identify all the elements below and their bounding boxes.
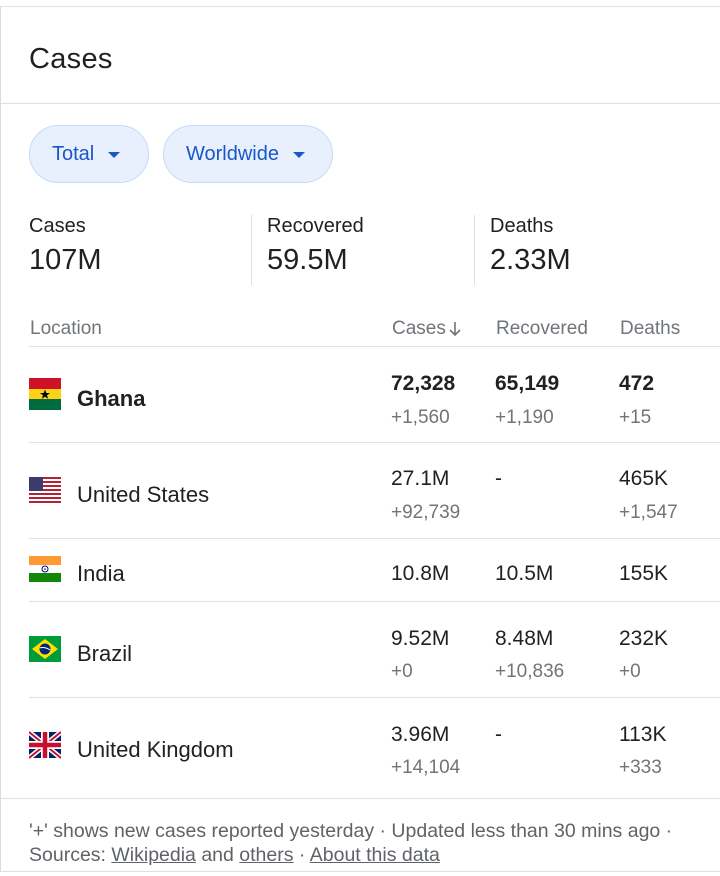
- cases-value: 3.96M: [391, 723, 450, 746]
- summary-cases-label: Cases: [29, 215, 86, 237]
- cases-column-header[interactable]: Cases: [392, 318, 462, 340]
- cases-value: 72,328: [391, 372, 456, 395]
- summary-cases-value: 107M: [29, 244, 102, 276]
- deaths-value: 155K: [619, 562, 669, 585]
- recovered-value: -: [495, 723, 502, 746]
- row-divider: [29, 442, 720, 443]
- cases-column-label: Cases: [392, 318, 446, 339]
- footer-divider: [1, 798, 720, 799]
- summary-recovered: Recovered 59.5M: [267, 215, 364, 277]
- row-divider: [29, 346, 720, 347]
- cases-value: 27.1M: [391, 467, 450, 490]
- footer-sources-prefix: Sources:: [29, 844, 112, 866]
- summary-cases: Cases 107M: [29, 215, 102, 277]
- footer-separator: ·: [660, 820, 673, 842]
- country-name: United States: [77, 482, 210, 507]
- cases-new-value: +14,104: [391, 757, 461, 778]
- row-divider: [29, 601, 720, 602]
- cases-value: 10.8M: [391, 562, 450, 585]
- summary-recovered-label: Recovered: [267, 215, 364, 237]
- deaths-value: 472: [619, 372, 655, 395]
- us-flag-icon: [29, 477, 61, 503]
- deaths-new-value: +1,547: [619, 502, 678, 523]
- footer-separator: ·: [374, 820, 392, 842]
- recovered-value: 10.5M: [495, 562, 554, 585]
- deaths-column-header[interactable]: Deaths: [620, 318, 681, 339]
- others-link[interactable]: others: [239, 844, 294, 866]
- deaths-new-value: +0: [619, 661, 641, 682]
- total-filter-button[interactable]: Total: [29, 125, 149, 183]
- summary-divider: [251, 215, 252, 285]
- total-filter-label: Total: [52, 142, 95, 165]
- uk-flag-icon: [29, 730, 61, 760]
- deaths-value: 113K: [619, 723, 667, 746]
- cases-card: Cases Total Worldwide Cases 107M Recover…: [0, 6, 720, 872]
- row-divider: [29, 697, 720, 698]
- recovered-value: 8.48M: [495, 627, 554, 650]
- footer-and: and: [195, 844, 240, 866]
- footer-updated: Updated less than 30 mins ago: [391, 820, 661, 842]
- page-title: Cases: [29, 43, 113, 75]
- ghana-flag-icon: [29, 378, 61, 410]
- region-filter-button[interactable]: Worldwide: [163, 125, 333, 183]
- summary-deaths-label: Deaths: [490, 215, 554, 237]
- summary-deaths-value: 2.33M: [490, 244, 571, 276]
- about-data-link[interactable]: About this data: [309, 844, 440, 866]
- deaths-value: 232K: [619, 627, 669, 650]
- footer-explanation: '+' shows new cases reported yesterday: [29, 820, 375, 842]
- country-name: India: [77, 561, 125, 586]
- row-divider: [29, 538, 720, 539]
- india-flag-icon: [29, 556, 61, 582]
- recovered-value: 65,149: [495, 372, 560, 395]
- cases-new-value: +92,739: [391, 502, 461, 523]
- recovered-value: -: [495, 467, 502, 490]
- country-name: Brazil: [77, 641, 133, 666]
- caret-down-icon: [293, 152, 305, 158]
- summary-divider: [474, 215, 475, 285]
- cases-new-value: +0: [391, 661, 413, 682]
- brazil-flag-icon: [29, 636, 61, 662]
- cases-value: 9.52M: [391, 627, 450, 650]
- deaths-new-value: +15: [619, 407, 652, 428]
- country-name: United Kingdom: [77, 737, 234, 762]
- wikipedia-link[interactable]: Wikipedia: [111, 844, 196, 866]
- footer-note: '+' shows new cases reported yesterday ·…: [29, 819, 689, 867]
- recovered-new-value: +10,836: [495, 661, 565, 682]
- recovered-new-value: +1,190: [495, 407, 554, 428]
- deaths-value: 465K: [619, 467, 669, 490]
- summary-recovered-value: 59.5M: [267, 244, 348, 276]
- location-column-header: Location: [30, 318, 102, 339]
- sort-down-arrow-icon: [449, 321, 461, 337]
- caret-down-icon: [108, 152, 121, 158]
- country-name: Ghana: [77, 386, 146, 411]
- region-filter-label: Worldwide: [186, 142, 279, 165]
- title-divider: [1, 103, 720, 104]
- footer-separator: ·: [293, 844, 310, 866]
- recovered-column-header[interactable]: Recovered: [496, 318, 588, 339]
- summary-deaths: Deaths 2.33M: [490, 215, 571, 277]
- cases-new-value: +1,560: [391, 407, 450, 428]
- deaths-new-value: +333: [619, 757, 662, 778]
